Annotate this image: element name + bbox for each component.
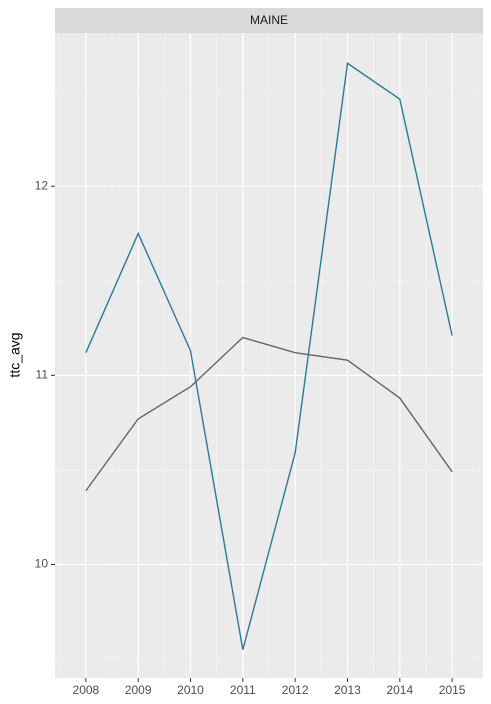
x-tick-label: 2014 <box>386 683 413 697</box>
series-line <box>85 336 453 492</box>
y-tick-label: 12 <box>35 178 49 192</box>
x-tick-label: 2009 <box>125 683 152 697</box>
facet-title: MAINE <box>250 13 288 27</box>
x-tick-label: 2015 <box>439 683 466 697</box>
facet-strip <box>55 8 483 33</box>
x-tick-label: 2012 <box>282 683 309 697</box>
series-line <box>85 62 453 650</box>
x-tick-label: 2008 <box>73 683 100 697</box>
y-axis-title: ttc_avg <box>7 332 23 377</box>
y-tick-label: 10 <box>35 557 49 571</box>
x-tick-label: 2013 <box>334 683 361 697</box>
x-tick-label: 2011 <box>230 683 256 697</box>
x-tick-label: 2010 <box>177 683 204 697</box>
y-tick-label: 11 <box>36 368 49 382</box>
